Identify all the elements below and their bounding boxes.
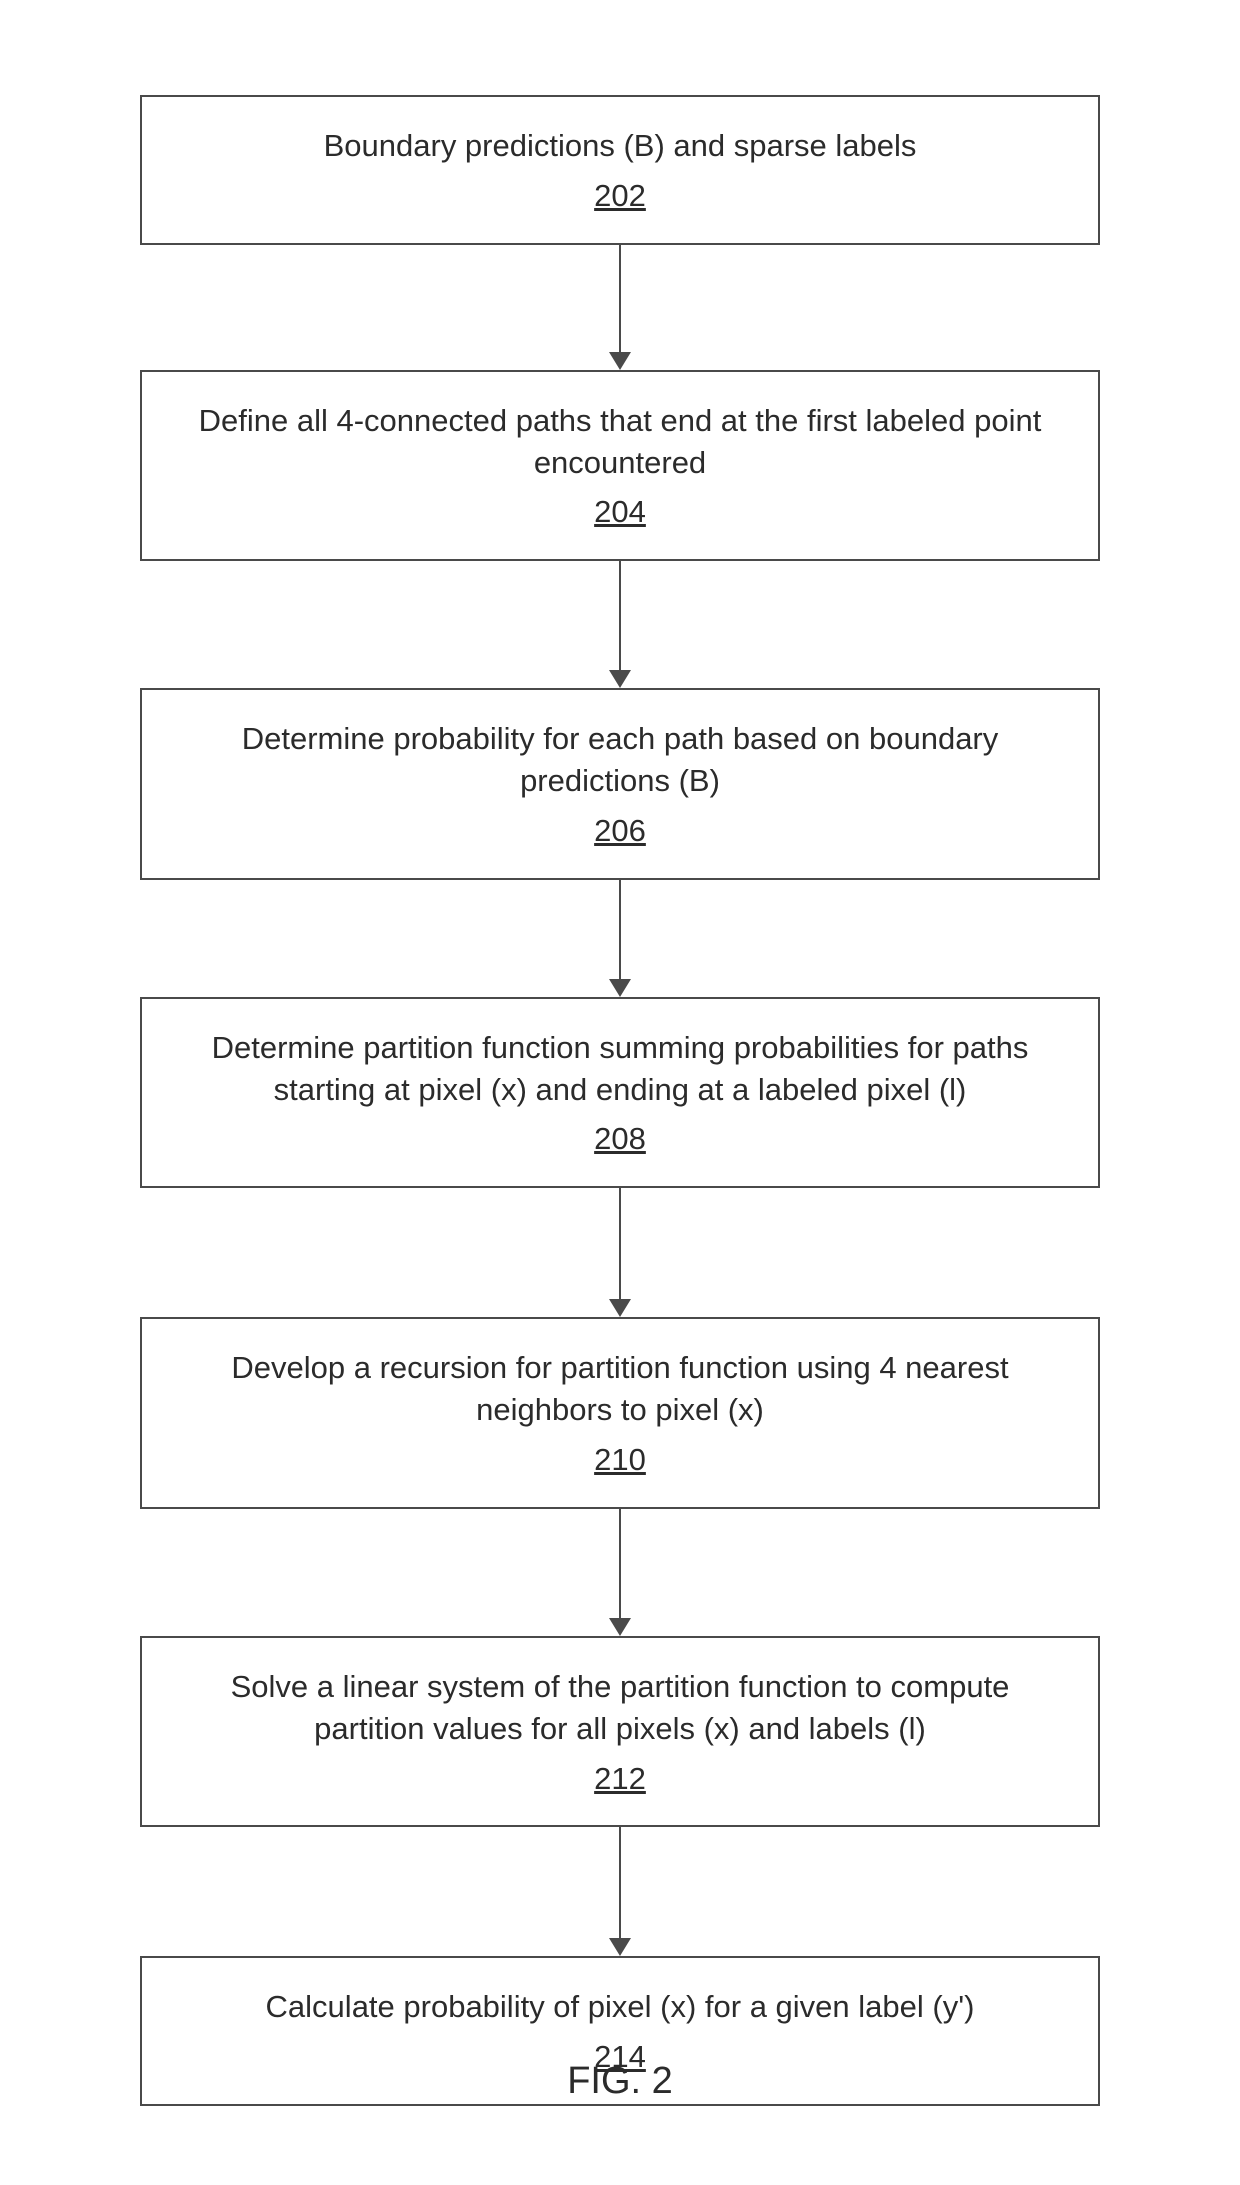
arrow-head-icon [609,1618,631,1636]
flow-arrow [609,561,631,688]
arrow-shaft [619,1188,621,1300]
flow-node: Determine partition function summing pro… [140,997,1100,1189]
flow-node-text: Boundary predictions (B) and sparse labe… [174,125,1066,167]
flow-node: Solve a linear system of the partition f… [140,1636,1100,1828]
arrow-head-icon [609,670,631,688]
figure-canvas: Boundary predictions (B) and sparse labe… [0,0,1240,2185]
flow-node-text: Solve a linear system of the partition f… [174,1666,1066,1750]
flow-node-text: Calculate probability of pixel (x) for a… [174,1986,1066,2028]
flow-node: Define all 4-connected paths that end at… [140,370,1100,562]
flow-node: Develop a recursion for partition functi… [140,1317,1100,1509]
arrow-shaft [619,1509,621,1619]
flow-node-text: Determine partition function summing pro… [174,1027,1066,1111]
arrow-shaft [619,245,621,353]
arrow-head-icon [609,352,631,370]
flow-node-text: Determine probability for each path base… [174,718,1066,802]
flow-arrow [609,245,631,370]
flow-node-text: Develop a recursion for partition functi… [174,1347,1066,1431]
figure-caption: FIG. 2 [0,2060,1240,2103]
arrow-shaft [619,880,621,980]
flow-arrow [609,880,631,997]
flow-node-ref: 208 [594,1118,646,1160]
flow-node-ref: 204 [594,491,646,533]
flow-node-ref: 212 [594,1758,646,1800]
arrow-head-icon [609,1299,631,1317]
flow-arrow [609,1188,631,1317]
arrow-head-icon [609,979,631,997]
arrow-shaft [619,561,621,671]
flow-arrow [609,1509,631,1636]
flow-node-ref: 210 [594,1439,646,1481]
flow-node-ref: 206 [594,810,646,852]
arrow-shaft [619,1827,621,1939]
flow-node: Boundary predictions (B) and sparse labe… [140,95,1100,245]
flow-node: Determine probability for each path base… [140,688,1100,880]
flow-node-text: Define all 4-connected paths that end at… [174,400,1066,484]
flowchart: Boundary predictions (B) and sparse labe… [130,95,1110,2106]
arrow-head-icon [609,1938,631,1956]
flow-arrow [609,1827,631,1956]
flow-node-ref: 202 [594,175,646,217]
